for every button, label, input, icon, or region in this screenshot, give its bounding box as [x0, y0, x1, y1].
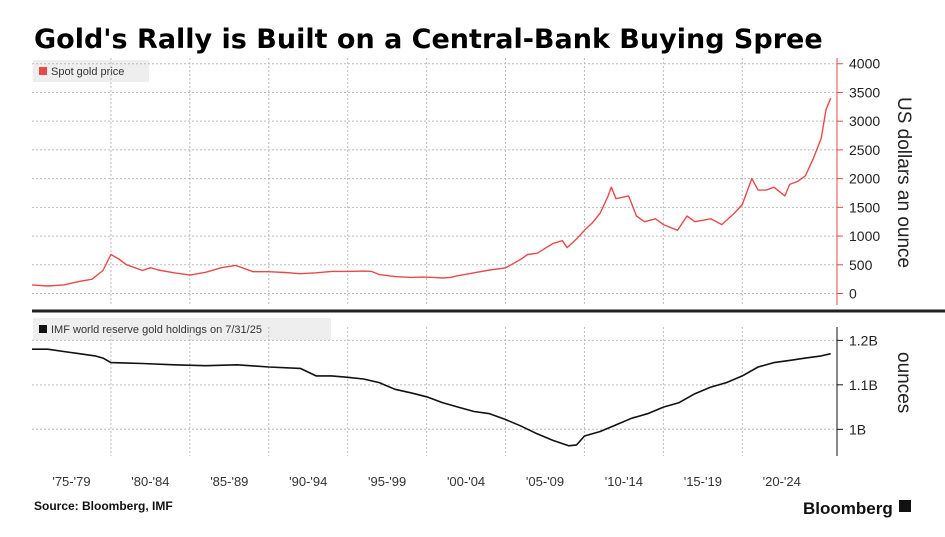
x-tick-label: '15-'19	[684, 474, 722, 489]
top-y-tick-label: 4000	[849, 56, 880, 72]
x-tick-label: '00-'04	[447, 474, 485, 489]
legend-marker-spot-gold	[39, 67, 47, 75]
bloomberg-logo-icon	[899, 500, 911, 512]
bottom-y-tick-label: 1B	[849, 421, 866, 437]
top-y-tick-label: 0	[849, 286, 857, 302]
gold-price-line	[31, 97, 832, 287]
top-y-tick-label: 1000	[849, 228, 880, 244]
reserve-holdings-grid	[32, 327, 837, 456]
bottom-y-tick-label: 1.1B	[849, 377, 878, 393]
top-y-tick-label: 500	[849, 257, 873, 273]
gold-price-grid	[32, 58, 837, 305]
x-axis: '75-'79 '80-'84 '85-'89 '90-'94 '95-'99 '00-'…	[52, 474, 801, 489]
top-y-tick-label: 3500	[849, 84, 880, 100]
reserve-holdings-line	[32, 348, 831, 447]
reserve-holdings-unit-label: ounces	[893, 352, 914, 413]
top-y-tick-label: 3000	[849, 113, 880, 129]
legend-background-2	[33, 318, 331, 340]
bloomberg-brand: Bloomberg	[803, 499, 893, 518]
reserve-holdings-panel: IMF world reserve gold holdings on 7/31/…	[32, 318, 914, 456]
gold-price-y-axis: 0 500 1000 1500 2000 2500 3000 3500 4000	[836, 56, 880, 305]
x-tick-label: '20-'24	[763, 474, 801, 489]
legend-background	[33, 60, 149, 82]
x-tick-label: '85-'89	[210, 474, 248, 489]
reserve-holdings-y-axis: 1B 1.1B 1.2B	[836, 327, 878, 456]
x-tick-label: '80-'84	[131, 474, 169, 489]
top-y-tick-label: 2500	[849, 142, 880, 158]
bottom-y-tick-label: 1.2B	[849, 332, 878, 348]
legend-label-spot-gold: Spot gold price	[51, 66, 124, 78]
gold-price-panel: Spot gold price 0 500 1000 1500 2000 2500 3000…	[31, 56, 914, 305]
top-y-tick-label: 2000	[849, 171, 880, 187]
x-tick-label: '90-'94	[289, 474, 327, 489]
legend-label-imf: IMF world reserve gold holdings on 7/31/…	[51, 324, 262, 336]
x-tick-label: '75-'79	[52, 474, 90, 489]
source-note: Source: Bloomberg, IMF	[34, 499, 173, 513]
x-tick-label: '95-'99	[368, 474, 406, 489]
x-tick-label: '10-'14	[605, 474, 643, 489]
gold-price-unit-label: US dollars an ounce	[893, 97, 914, 268]
legend-marker-imf	[39, 325, 47, 333]
x-tick-label: '05-'09	[526, 474, 564, 489]
chart-title: Gold's Rally is Built on a Central-Bank …	[34, 24, 823, 55]
top-y-tick-label: 1500	[849, 199, 880, 215]
